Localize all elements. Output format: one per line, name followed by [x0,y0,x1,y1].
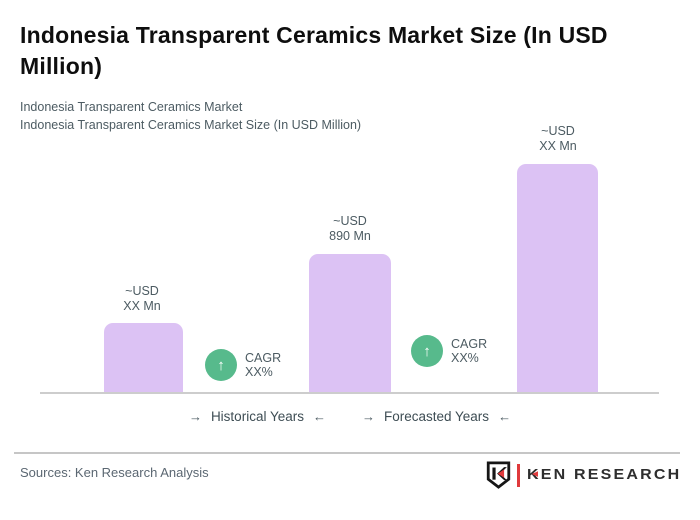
subtitle-line-2: Indonesia Transparent Ceramics Market Si… [20,118,362,132]
cagr-badge-2: ↑ CAGR XX% [411,335,487,367]
chart-subtitle: Indonesia Transparent Ceramics Market In… [20,98,640,134]
bar1-label-line2: XX Mn [123,299,161,313]
bar-value-label: ~USD 890 Mn [285,214,415,244]
logo-k-red-triangle-icon [531,471,538,477]
bar-forecast [517,164,598,393]
logo-red-separator [517,463,520,487]
up-arrow-glyph: ↑ [217,356,225,374]
bar1-label-line1: ~USD [125,284,159,298]
historical-years-annotation: → Historical Years ← [189,409,326,424]
ken-research-logo: K EN RESEARCH [485,461,681,489]
logo-wordmark-rest: EN RESEARCH [540,466,682,483]
bar3-label-line2: XX Mn [539,139,577,153]
cagr2-label: CAGR [451,337,488,351]
forecasted-years-label: Forecasted Years [383,409,490,424]
bar-value-label: ~USD XX Mn [493,124,623,154]
ken-research-shield-icon [486,461,511,489]
bar2-label-line2: 890 Mn [329,229,371,243]
logo-wordmark: K EN RESEARCH [527,466,681,483]
x-axis-group-labels: → Historical Years ← → Forecasted Years … [0,409,700,424]
historical-years-label: Historical Years [210,409,304,424]
cagr1-label: CAGR [245,351,282,365]
bar3-label-line1: ~USD [541,124,575,138]
subtitle-line-1: Indonesia Transparent Ceramics Market [20,100,243,114]
right-arrow-icon: → [188,409,202,424]
cagr-badge-1: ↑ CAGR XX% [205,349,281,381]
sources-note: Sources: Ken Research Analysis [20,465,209,480]
bar2-label-line1: ~USD [333,214,367,228]
logo-wordmark-k: K [527,466,541,483]
cagr2-value: XX% [451,351,479,365]
bar-historical [104,323,183,393]
left-arrow-icon: ← [498,409,512,424]
up-arrow-circle-icon: ↑ [411,335,443,367]
up-arrow-circle-icon: ↑ [205,349,237,381]
bar-current [309,254,391,393]
cagr-text: CAGR XX% [451,337,487,365]
left-arrow-icon: ← [312,409,326,424]
right-arrow-icon: → [361,409,375,424]
footer-divider [14,452,680,454]
page-title: Indonesia Transparent Ceramics Market Si… [20,22,608,79]
up-arrow-glyph: ↑ [423,342,431,360]
bar-value-label: ~USD XX Mn [77,284,207,314]
cagr1-value: XX% [245,365,273,379]
cagr-text: CAGR XX% [245,351,281,379]
x-axis-baseline [40,392,659,394]
forecasted-years-annotation: → Forecasted Years ← [362,409,511,424]
